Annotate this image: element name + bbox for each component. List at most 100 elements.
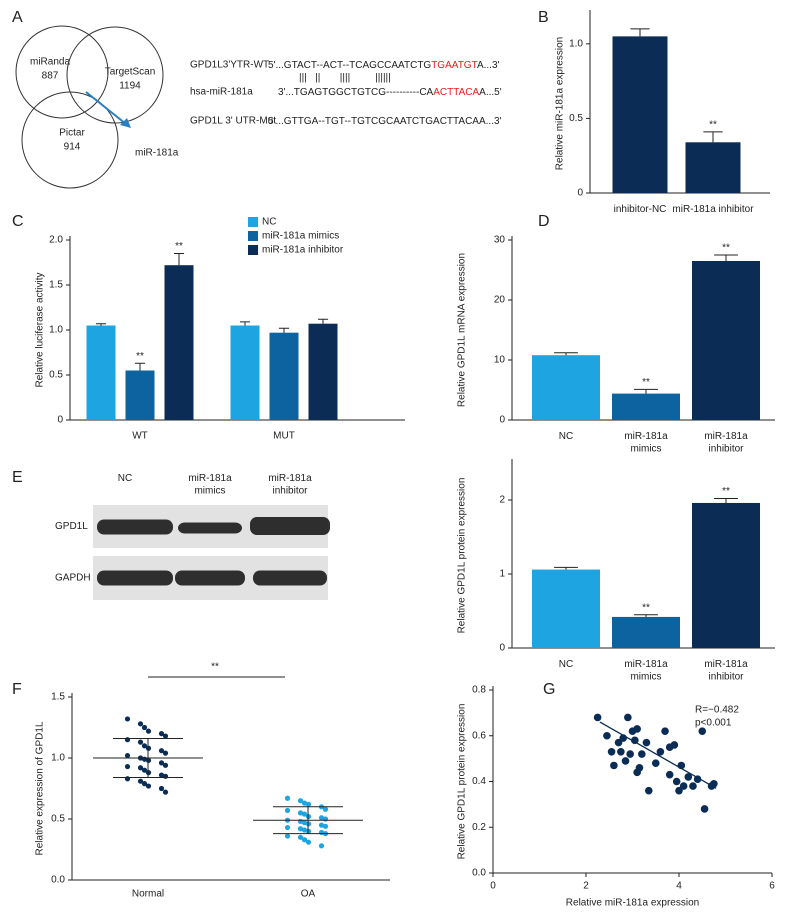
label-line: inhibitor <box>272 485 308 496</box>
x-tick-label: miR-181a mimics <box>624 431 668 455</box>
x-tick-label: NC <box>559 431 573 442</box>
panel-letter: A <box>12 9 23 26</box>
x-tick-label: 6 <box>769 881 775 892</box>
error-bar <box>630 28 650 37</box>
venn-set-name: TargetScan <box>105 67 156 78</box>
y-tick-label: 0 <box>499 643 505 654</box>
y-axis-label: Relative GPD1L protein expression <box>457 478 468 634</box>
point <box>670 741 679 749</box>
label-line: inhibitor <box>708 671 744 682</box>
label-line: miR-181a <box>704 431 748 442</box>
significance: ** <box>175 241 183 252</box>
dot <box>297 834 304 840</box>
y-tick-label: 0.0 <box>51 875 65 886</box>
dot <box>301 827 308 833</box>
blot-band <box>178 522 242 534</box>
dot <box>141 767 148 773</box>
blot-band <box>253 570 327 586</box>
dot <box>301 837 308 843</box>
x-tick-label: OA <box>301 889 316 900</box>
dot <box>322 816 329 822</box>
label-line: mimics <box>630 443 661 454</box>
y-axis-label: Relative miR-181a expression <box>555 37 566 170</box>
significance: ** <box>722 486 730 497</box>
significance: ** <box>136 351 144 362</box>
x-tick-label: MUT <box>273 431 295 442</box>
y-tick-label: 1.0 <box>51 753 65 764</box>
point <box>644 786 653 795</box>
dot <box>158 731 165 737</box>
dot <box>322 806 329 812</box>
y-tick-label: 0 <box>499 415 505 426</box>
blot-column-label: miR-181a inhibitor <box>268 473 312 497</box>
bar <box>230 325 260 420</box>
dot <box>318 843 325 849</box>
point <box>631 736 639 745</box>
point <box>656 747 665 756</box>
error-bar <box>634 614 658 617</box>
y-axis-label: Relative GPD1L mRNA expression <box>457 253 468 407</box>
dot <box>158 772 165 778</box>
sequence-part: 5'...GTACT--ACT--TCAGCCAATCTG <box>268 60 431 71</box>
point <box>675 786 683 795</box>
sequence: 5'...GTTGA--TGT--TGTCGCAATCTGACTTACAA...… <box>268 116 502 127</box>
label-line: inhibitor-NC <box>614 204 667 215</box>
dot <box>297 826 304 832</box>
error-bar <box>134 362 146 371</box>
error-bar <box>554 352 578 356</box>
dot <box>318 822 325 828</box>
sequence-part: 3'...TGAGTGGCTGTCG----------CA <box>278 87 434 98</box>
dot <box>137 739 144 745</box>
legend-label: miR-181a inhibitor <box>262 245 344 256</box>
x-tick-label: miR-181a inhibitor <box>704 431 748 455</box>
label-line: mimics <box>194 485 225 496</box>
venn-result: miR-181a <box>135 148 179 159</box>
y-tick-label: 30 <box>494 235 506 246</box>
significance: ** <box>722 243 730 254</box>
point <box>610 761 618 770</box>
dot <box>162 789 169 795</box>
dot <box>137 778 144 784</box>
dot <box>297 798 304 804</box>
dot <box>284 795 291 801</box>
point <box>593 713 602 722</box>
significance: ** <box>211 662 219 673</box>
blot-band <box>250 517 330 535</box>
error-bar <box>278 327 290 333</box>
panel-letter: C <box>12 213 24 230</box>
point <box>665 770 674 779</box>
dot <box>322 823 329 829</box>
bar <box>164 265 194 420</box>
point <box>672 777 681 786</box>
error-bar <box>95 323 107 326</box>
y-tick-label: 1.0 <box>569 38 583 49</box>
point <box>698 727 707 735</box>
error-bar <box>173 253 185 266</box>
dot <box>124 763 131 770</box>
bar <box>612 393 680 420</box>
dot <box>158 785 165 792</box>
point <box>638 750 646 758</box>
dot <box>297 810 304 816</box>
venn-set-name: miRanda <box>30 57 70 68</box>
sequence: 3'...TGAGTGGCTGTCG----------CAACTTACAA..… <box>278 87 502 98</box>
point <box>607 747 616 756</box>
dot <box>124 716 131 722</box>
annotation: p<0.001 <box>695 718 732 729</box>
annotation: R=−0.482 <box>695 705 739 716</box>
point <box>651 759 660 767</box>
x-axis-label: Relative miR-181a expression <box>566 898 699 909</box>
x-tick-label: WT <box>132 431 148 442</box>
venn-arrowhead <box>120 118 131 128</box>
x-tick-label: miR-181a mimics <box>624 659 668 683</box>
dot <box>162 733 169 739</box>
y-tick-label: 0.8 <box>472 685 486 696</box>
sequence-part: ACTTACA <box>433 87 479 98</box>
sequence-label: GPD1L 3' UTR-Mut <box>190 116 276 127</box>
legend-swatch <box>248 217 258 227</box>
label-line: miR-181a <box>624 659 668 670</box>
blot-band <box>97 570 173 586</box>
dot <box>124 737 131 743</box>
fit-line <box>599 721 717 789</box>
dot <box>301 820 308 826</box>
